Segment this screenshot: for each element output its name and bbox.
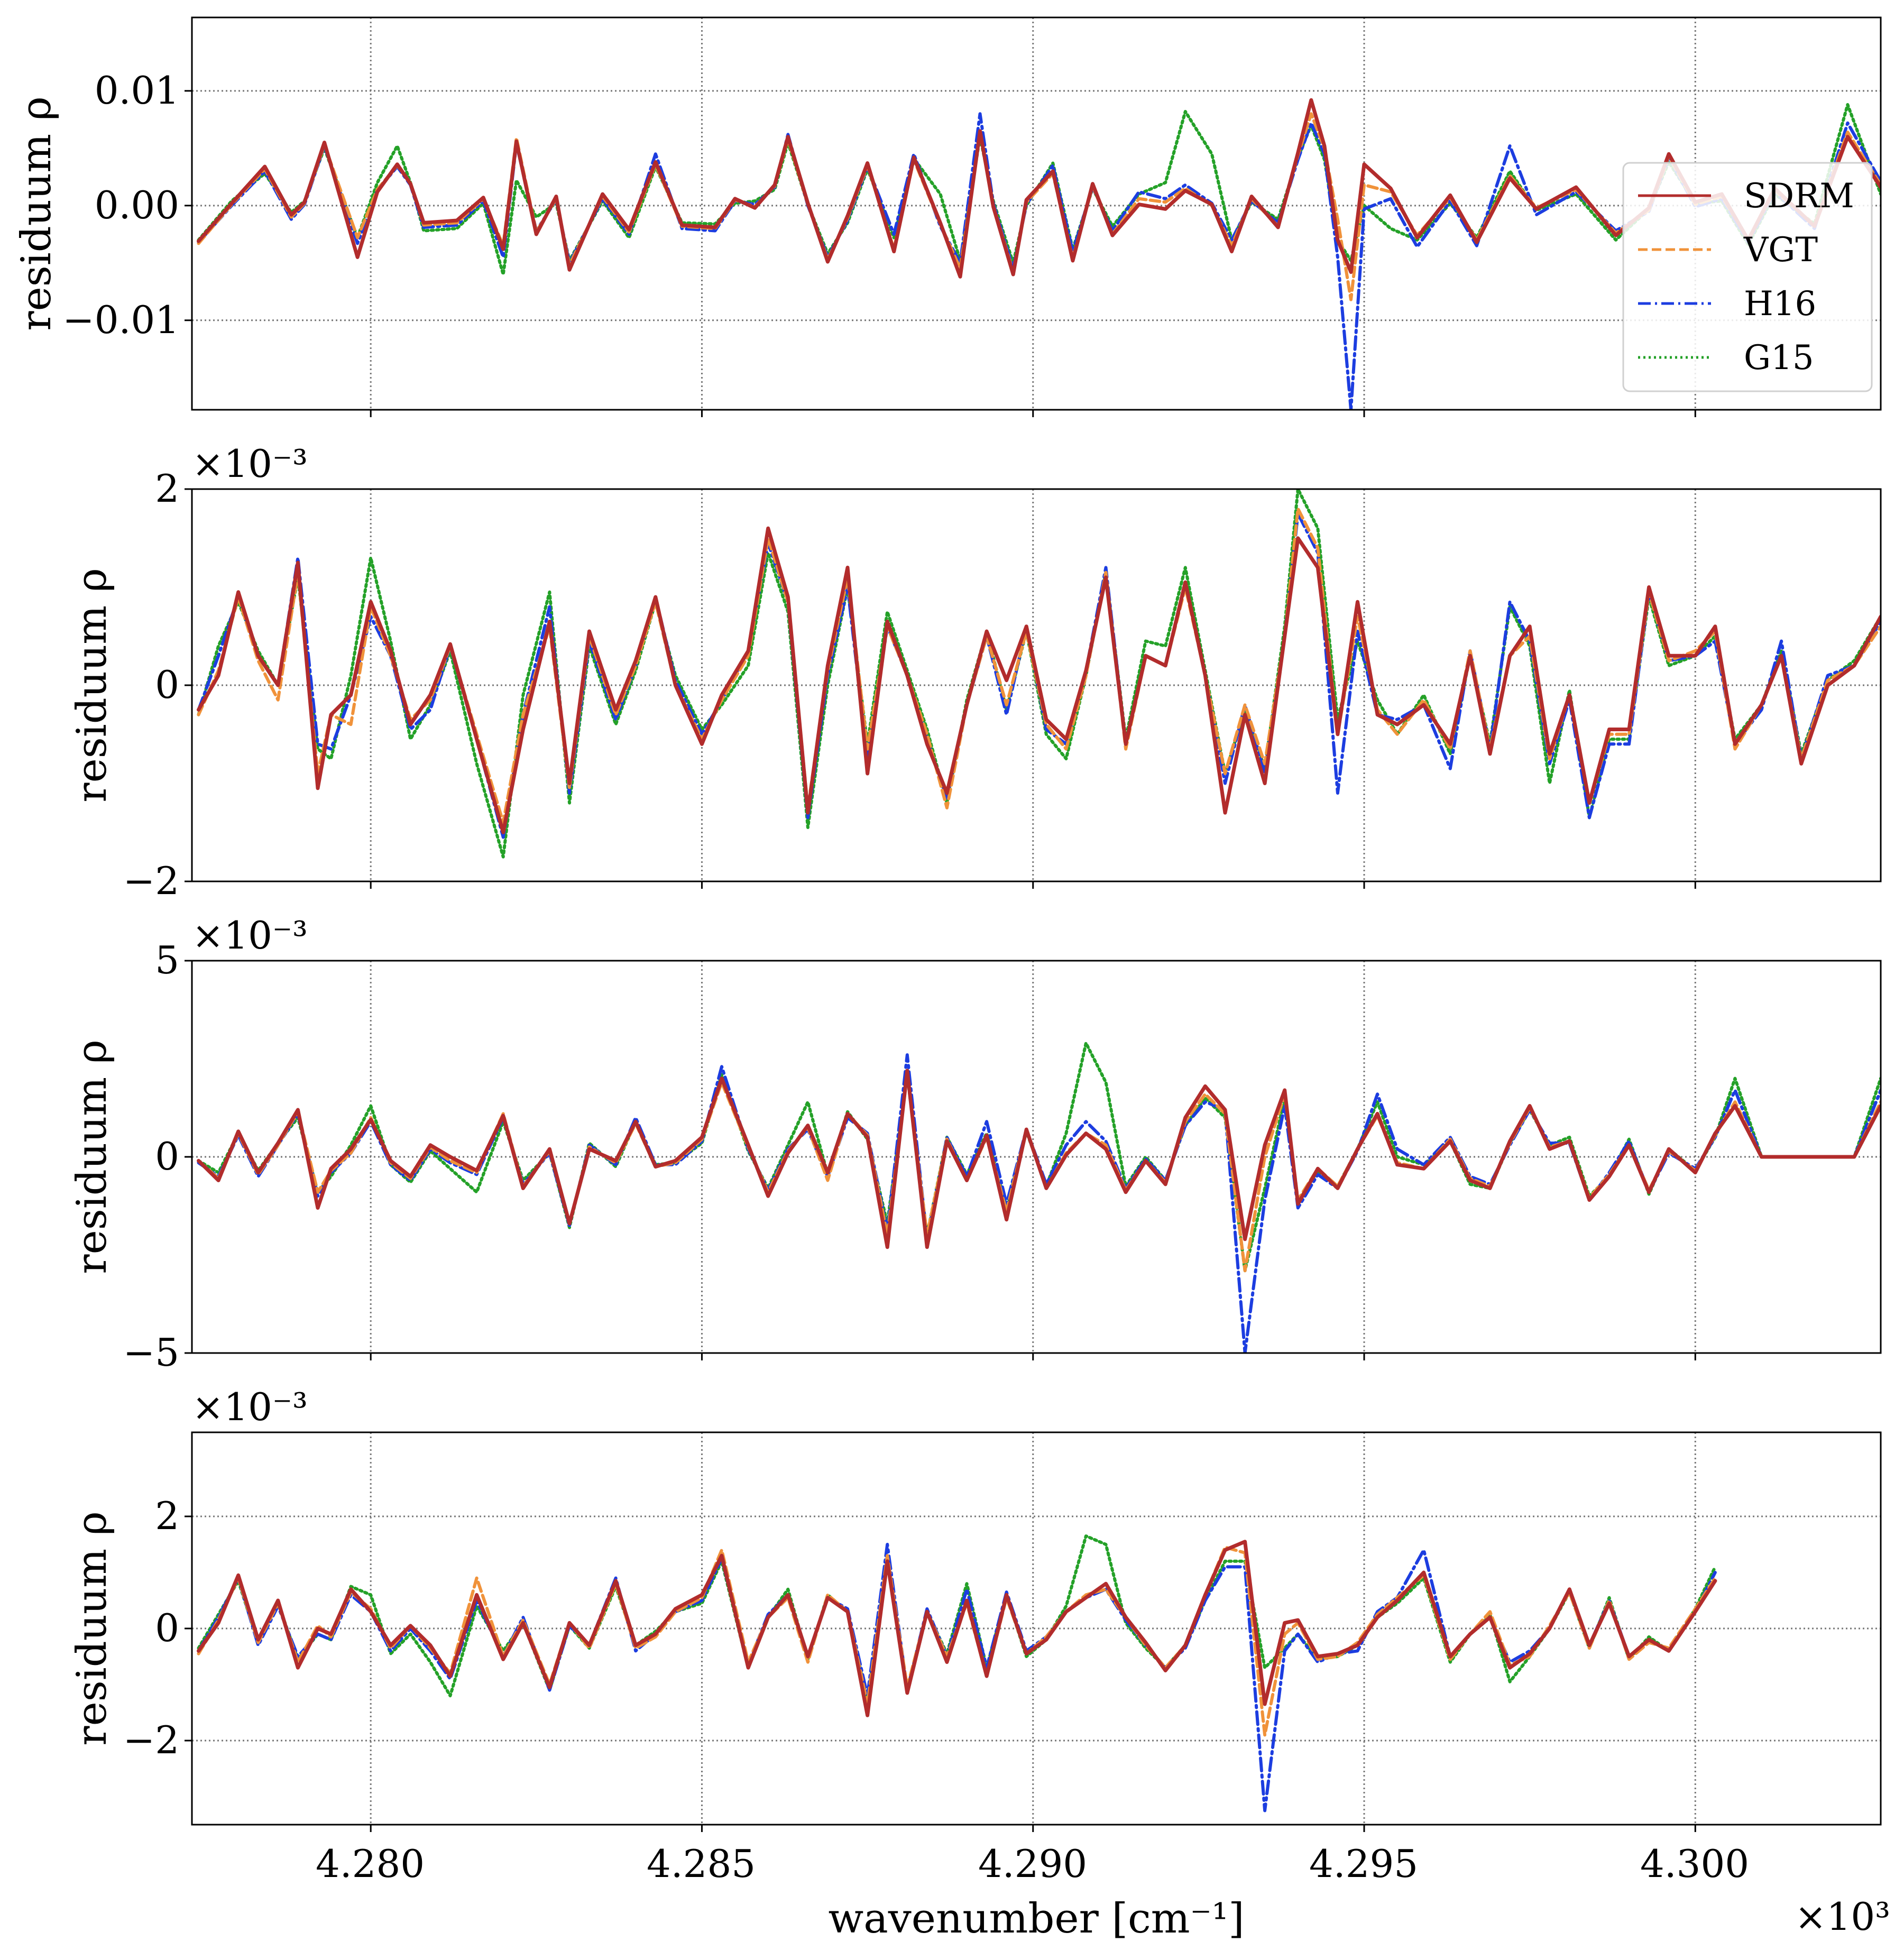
panel-0-series: [197, 98, 1881, 410]
x-tick-label-4285: 4.285: [647, 1842, 756, 1886]
y-tick-label: −5: [123, 1330, 179, 1375]
x-axis-title: wavenumber [cm⁻¹]: [828, 1895, 1244, 1943]
series-line-g15: [197, 489, 1881, 859]
legend-label-g15: G15: [1744, 338, 1814, 378]
y-tick-label: 2: [155, 1494, 179, 1538]
x-axis-multiplier: ×10³: [1795, 1894, 1890, 1939]
legend-label-vgt: VGT: [1743, 231, 1818, 270]
panel-0-x-ticks: [370, 410, 1696, 417]
panel-1-series: [197, 489, 1881, 859]
y-tick-label: −0.01: [62, 298, 179, 342]
panel-1-grid: [192, 488, 1881, 882]
panel-3-y-ticks: −2 0 2: [123, 1494, 192, 1762]
panel-2-ylabel: residuum ρ: [68, 1039, 116, 1274]
panel-2: −5 0 5 residuum ρ ×10⁻³: [68, 913, 1882, 1375]
series-line-vgt: [197, 507, 1881, 824]
series-line-sdrm: [197, 1540, 1717, 1717]
series-line-sdrm: [197, 526, 1881, 834]
panel-3-y-multiplier: ×10⁻³: [192, 1385, 308, 1429]
panel-0-ylabel: residuum ρ: [13, 96, 60, 330]
y-tick-label: 5: [155, 938, 179, 982]
legend-item-h16: H16: [1638, 284, 1816, 324]
panel-0: −0.01 0.00 0.01 residuum ρ SDRM VGT H16: [13, 16, 1882, 417]
x-tick-labels: 4.280 4.285 4.290 4.295 4.300: [316, 1842, 1749, 1886]
legend: SDRM VGT H16 G15: [1622, 162, 1873, 392]
panel-3-x-ticks: [370, 1825, 1696, 1832]
legend-box: [1622, 162, 1873, 392]
y-tick-label: −2: [123, 859, 179, 903]
panel-2-series: [197, 1041, 1881, 1353]
panel-3-series: [197, 1534, 1717, 1812]
y-tick-label: −2: [123, 1718, 179, 1762]
panel-2-grid: [192, 960, 1881, 1354]
legend-item-sdrm: SDRM: [1638, 177, 1854, 216]
legend-label-h16: H16: [1744, 284, 1816, 324]
x-tick-label-4295: 4.295: [1309, 1842, 1418, 1886]
y-tick-label: 0.01: [95, 68, 179, 113]
panel-3-grid: [192, 1432, 1881, 1825]
series-line-h16: [197, 1543, 1717, 1812]
panel-3: −2 0 2 residuum ρ ×10⁻³: [68, 1385, 1882, 1832]
panel-1: −2 0 2 residuum ρ ×10⁻³: [68, 441, 1882, 903]
series-line-sdrm: [197, 1069, 1881, 1249]
y-tick-label: 0.00: [95, 183, 179, 227]
y-tick-label: 0: [155, 662, 179, 707]
x-tick-label-4290: 4.290: [978, 1842, 1087, 1886]
panel-1-y-ticks: −2 0 2: [123, 466, 192, 903]
y-tick-label: 0: [155, 1134, 179, 1179]
panel-1-ylabel: residuum ρ: [68, 568, 116, 802]
panel-1-y-multiplier: ×10⁻³: [192, 441, 308, 486]
series-line-h16: [197, 512, 1881, 839]
panel-2-y-multiplier: ×10⁻³: [192, 913, 308, 958]
series-line-sdrm: [197, 98, 1881, 279]
panel-2-y-ticks: −5 0 5: [123, 938, 192, 1375]
y-tick-label: 2: [155, 466, 179, 511]
legend-label-sdrm: SDRM: [1744, 177, 1854, 216]
panel-1-x-ticks: [370, 881, 1696, 889]
y-tick-label: 0: [155, 1606, 179, 1650]
legend-item-vgt: VGT: [1638, 231, 1818, 270]
x-tick-label-4300: 4.300: [1640, 1842, 1749, 1886]
x-tick-label-4280: 4.280: [316, 1842, 425, 1886]
panel-2-x-ticks: [370, 1353, 1696, 1360]
series-line-h16: [197, 1053, 1881, 1353]
panel-0-y-ticks: −0.01 0.00 0.01: [62, 68, 192, 342]
panel-0-frame: [191, 16, 1882, 411]
legend-item-g15: G15: [1638, 338, 1814, 378]
panel-3-ylabel: residuum ρ: [68, 1511, 116, 1745]
